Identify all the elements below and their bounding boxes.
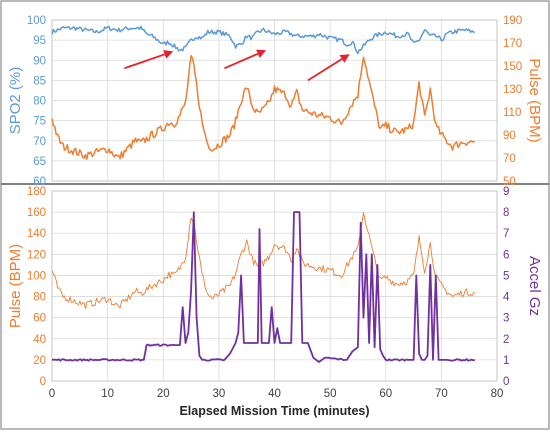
x-tick-label: 70 [435,388,448,400]
x-tick-label: 60 [379,388,392,400]
bottom-right-tick-label: 6 [503,249,509,261]
arrow-annotation-3 [307,58,343,82]
bottom-right-axis-title: Accel Gz [526,256,543,316]
bottom-left-tick-label: 180 [27,186,46,198]
top-right-tick-label: 90 [503,130,516,142]
x-tick-label: 0 [49,388,55,400]
arrow-annotation-head-2 [256,49,267,58]
bottom-series-right-line [51,211,476,363]
bottom-left-tick-label: 40 [33,334,46,346]
top-plot-area [51,19,498,182]
top-left-axis-title: SPO2 (%) [7,67,24,135]
bottom-left-tick-label: 100 [27,270,46,282]
bottom-series-left-line [51,212,475,310]
bottom-left-tick-label: 140 [27,228,46,240]
bottom-left-tick-label: 120 [27,249,46,261]
x-tick-label: 50 [324,388,337,400]
arrow-annotation-1 [124,53,166,70]
bottom-right-tick-label: 3 [503,313,509,325]
top-left-tick-label: 70 [33,136,46,148]
bottom-right-tick-label: 0 [503,376,509,388]
bottom-right-tick-label: 2 [503,334,509,346]
bottom-left-tick-label: 60 [33,313,46,325]
top-right-tick-label: 170 [503,38,522,50]
top-left-tick-label: 90 [33,55,46,67]
top-right-tick-label: 70 [503,153,516,165]
x-tick-label: 30 [212,388,225,400]
x-tick-label: 40 [268,388,281,400]
top-left-tick-label: 95 [33,35,46,47]
top-left-tick-label: 65 [33,156,46,168]
bottom-right-tick-label: 7 [503,228,509,240]
bottom-right-tick-label: 5 [503,270,509,282]
x-tick-label: 20 [157,388,170,400]
x-axis-title: Elapsed Mission Time (minutes) [179,404,369,418]
bottom-right-tick-label: 1 [503,355,509,367]
x-tick-label: 80 [491,388,504,400]
top-panel: 60 65 70 75 80 85 90 95 100 50 70 90 110 130 150 170 190… [7,15,543,188]
top-left-tick-label: 75 [33,116,46,128]
bottom-left-tick-label: 20 [33,355,46,367]
bottom-left-axis-title: Pulse (BPM) [7,244,24,328]
top-right-tick-label: 150 [503,61,522,73]
top-left-tick-label: 100 [27,15,46,27]
top-right-tick-label: 110 [503,107,521,119]
bottom-left-tick-label: 160 [27,207,46,219]
top-series-right-line [51,55,476,160]
x-tick-label: 10 [101,388,114,400]
bottom-plot-area [51,190,498,382]
top-right-tick-label: 130 [503,84,522,96]
top-left-tick-label: 80 [33,96,46,108]
top-right-tick-label: 190 [503,15,522,27]
arrow-annotation-head-1 [163,50,174,59]
top-series-left-line [51,25,475,55]
arrow-annotation-2 [224,52,259,70]
bottom-left-tick-label: 80 [33,292,46,304]
bottom-panel: 0 20 40 60 80 100 120 140 160 180 0 1 2 3 4 5 6 7 8 9 0 10 20 3… [7,186,543,418]
arrow-annotation-head-3 [339,54,350,63]
top-left-tick-label: 60 [33,176,46,188]
top-right-tick-label: 50 [503,176,516,188]
bottom-left-tick-label: 0 [40,376,46,388]
bottom-right-tick-label: 8 [503,207,509,219]
top-right-axis-title: Pulse (BPM) [526,58,543,142]
top-left-tick-label: 85 [33,75,46,87]
bottom-right-tick-label: 4 [503,292,510,304]
bottom-right-tick-label: 9 [503,186,509,198]
